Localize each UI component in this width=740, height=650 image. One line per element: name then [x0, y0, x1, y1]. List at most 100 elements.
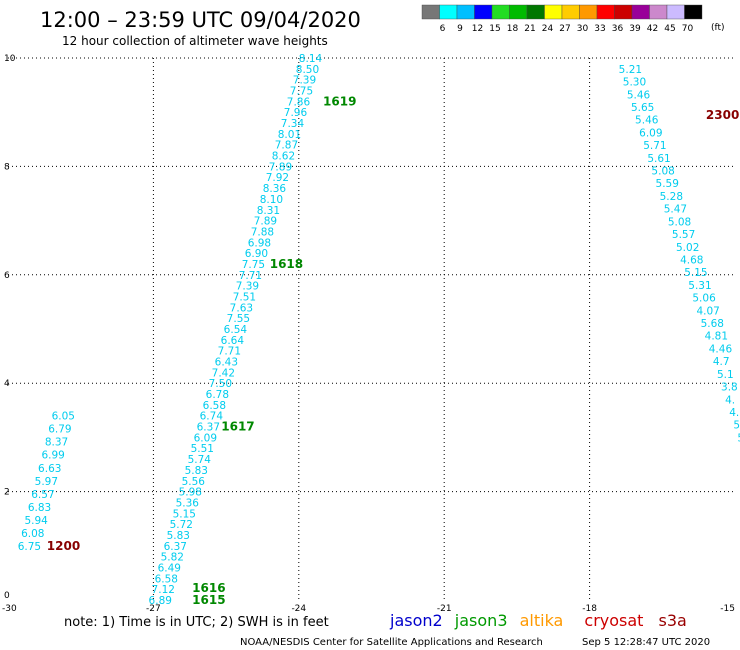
swh-value-label: 6.64: [221, 335, 245, 347]
swh-value-label: 6.99: [41, 450, 64, 462]
swh-value-label: 5.56: [182, 476, 206, 488]
color-scale-swatch: [439, 4, 458, 20]
color-scale-label: 33: [594, 24, 605, 34]
swh-value-label: 3.8: [721, 382, 738, 394]
x-tick-label: -15: [720, 604, 735, 614]
chart-subtitle: 12 hour collection of altimeter wave hei…: [62, 34, 328, 48]
swh-value-label: 5.97: [35, 476, 58, 488]
color-scale-swatch: [649, 4, 668, 20]
swh-value-label: 4.68: [680, 254, 703, 266]
legend-entry-cryosat: cryosat: [584, 611, 643, 630]
x-tick-label: -24: [291, 604, 306, 614]
swh-value-label: 6.54: [224, 324, 248, 336]
y-tick-label: 2: [4, 488, 10, 498]
swh-value-label: 5.98: [179, 487, 202, 499]
color-scale-swatch: [526, 4, 545, 20]
swh-value-label: 8.10: [260, 194, 283, 206]
time-label: 1616: [192, 581, 225, 595]
color-scale-swatch: [456, 4, 475, 20]
y-tick-label: 6: [4, 271, 10, 281]
swh-value-label: 6.09: [194, 432, 217, 444]
swh-value-label: 5.21: [619, 64, 642, 76]
color-scale-label: 42: [647, 24, 658, 34]
swh-value-label: 5.68: [701, 318, 724, 330]
color-scale-label: 21: [524, 24, 535, 34]
swh-value-label: 7.86: [287, 96, 311, 108]
x-tick-label: -21: [437, 604, 452, 614]
color-scale-unit: (ft): [711, 23, 725, 33]
time-label: 1615: [192, 593, 225, 607]
swh-value-label: 6.78: [206, 389, 229, 401]
color-scale-label: 36: [612, 24, 624, 34]
color-scale-swatch: [684, 4, 703, 20]
legend-entry-altika: altika: [520, 611, 564, 630]
chart-title: 12:00 – 23:59 UTC 09/04/2020: [40, 8, 361, 32]
swh-value-label: 5.83: [167, 530, 190, 542]
color-scale-label: 6: [440, 24, 446, 34]
time-label: 2300: [706, 108, 739, 122]
swh-value-label: 5.15: [173, 508, 196, 520]
swh-value-label: 4.81: [705, 331, 728, 343]
color-scale-bar: 6 9 12 15 18 21 24 27 30 33 36 39 42 45 70: [421, 4, 703, 34]
legend-entry-s3a: s3a: [659, 611, 687, 630]
swh-value-label: 7.88: [251, 226, 274, 238]
swh-value-label: 6.90: [245, 248, 268, 260]
swh-value-label: 5.57: [672, 229, 695, 241]
swh-value-label: 8.01: [278, 129, 301, 141]
swh-value-label: 7.39: [236, 281, 259, 293]
swh-value-label: 8.37: [45, 437, 68, 449]
legend-entry-jason3: jason3: [454, 611, 508, 630]
color-scale-swatch: [509, 4, 528, 20]
swh-value-label: 5.65: [631, 102, 654, 114]
time-label: 1618: [270, 257, 303, 271]
color-scale-label: 9: [457, 24, 463, 34]
swh-value-label: 8.31: [257, 205, 280, 217]
swh-value-label: 7.42: [212, 367, 235, 379]
swh-value-label: 7.51: [233, 291, 256, 303]
swh-value-label: 5.74: [188, 454, 212, 466]
swh-value-label: 6.43: [215, 357, 238, 369]
swh-value-label: 7.89: [269, 161, 292, 173]
swh-value-label: 5.08: [668, 216, 691, 228]
swh-value-label: 6.49: [158, 562, 181, 574]
swh-value-label: 5.46: [627, 89, 651, 101]
swh-value-label: 5.51: [191, 443, 214, 455]
color-scale-label: 15: [489, 24, 500, 34]
color-scale-swatch: [561, 4, 580, 20]
color-scale-swatch: [421, 4, 440, 20]
swh-value-label: 7.50: [209, 378, 232, 390]
swh-value-label: 5.83: [185, 465, 208, 477]
color-scale-swatch: [544, 4, 563, 20]
x-tick-label: -30: [2, 604, 17, 614]
time-label: 1619: [323, 94, 356, 108]
time-label: 1200: [47, 539, 80, 553]
swh-value-label: 5.46: [635, 115, 659, 127]
swh-value-label: 7.55: [227, 313, 250, 325]
swh-value-label: 5.02: [676, 242, 699, 254]
swh-value-label: 7.39: [293, 75, 316, 87]
swh-value-label: 5.31: [688, 280, 711, 292]
swh-value-label: 7.12: [152, 584, 175, 596]
swh-value-label: 5.30: [623, 77, 646, 89]
swh-value-label: 6.63: [38, 463, 61, 475]
swh-value-label: 5.08: [651, 166, 674, 178]
swh-value-label: 5.72: [170, 519, 193, 531]
swh-value-label: 5.15: [684, 267, 707, 279]
color-scale-swatch: [666, 4, 685, 20]
swh-value-label: 5.82: [161, 552, 184, 564]
swh-value-label: 4.07: [696, 305, 719, 317]
color-scale-label: 24: [542, 24, 554, 34]
swh-value-label: 6.09: [639, 127, 662, 139]
swh-value-label: 7.71: [218, 346, 241, 358]
swh-value-label: 8.14: [299, 53, 323, 65]
swh-value-label: 5.36: [176, 497, 200, 509]
swh-value-label: 5.71: [643, 140, 666, 152]
color-scale-swatch: [474, 4, 493, 20]
color-scale-swatch: [491, 4, 510, 20]
swh-value-label: 7.34: [281, 118, 305, 130]
swh-value-label: 5.61: [647, 153, 670, 165]
swh-value-label: 5.59: [656, 178, 679, 190]
swh-value-label: 7.89: [254, 216, 277, 228]
swh-value-label: 7.92: [266, 172, 289, 184]
